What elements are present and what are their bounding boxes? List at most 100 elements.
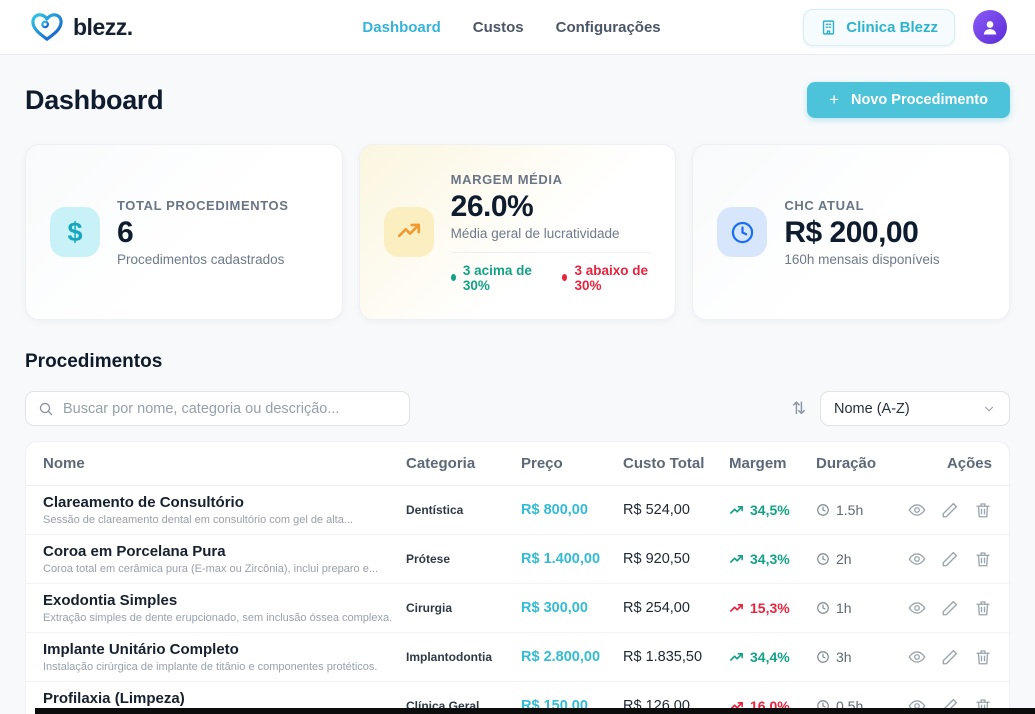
- card-chc-atual: CHC ATUAL R$ 200,00 160h mensais disponí…: [692, 144, 1011, 320]
- top-right-group: Clinica Blezz: [803, 8, 1007, 46]
- new-procedure-label: Novo Procedimento: [851, 92, 988, 108]
- procedure-price: R$ 2.800,00: [521, 649, 601, 665]
- procedure-duration: 1.5h: [816, 502, 904, 518]
- search-icon: [39, 402, 53, 415]
- user-avatar[interactable]: [973, 10, 1007, 44]
- sort-arrows-icon: ⇅: [791, 398, 806, 418]
- eye-icon: [908, 553, 926, 565]
- card-margin-value: 26.0%: [450, 189, 534, 223]
- procedure-margin: 15,3%: [729, 600, 816, 616]
- view-button[interactable]: [908, 648, 926, 666]
- blezz-heart-icon: [28, 11, 66, 43]
- delete-button[interactable]: [974, 648, 992, 666]
- trash-icon: [976, 503, 990, 518]
- trash-icon: [976, 552, 990, 567]
- search-box[interactable]: [25, 391, 410, 426]
- top-bar: blezz. Dashboard Custos Configurações Cl…: [0, 0, 1035, 55]
- view-button[interactable]: [908, 599, 926, 617]
- delete-button[interactable]: [974, 550, 992, 568]
- col-margem: Margem: [729, 455, 787, 472]
- new-procedure-button[interactable]: + Novo Procedimento: [807, 82, 1010, 118]
- search-input[interactable]: [63, 400, 397, 417]
- procedure-category: Cirurgia: [406, 601, 453, 615]
- eye-icon: [908, 504, 926, 516]
- card-margin-subtitle: Média geral de lucratividade: [450, 225, 620, 241]
- procedure-category: Implantodontia: [406, 650, 492, 664]
- edit-button[interactable]: [941, 550, 959, 568]
- procedure-margin: 34,5%: [729, 502, 816, 518]
- procedure-category: Dentística: [406, 503, 464, 517]
- person-icon: [983, 21, 997, 35]
- procedure-cost: R$ 524,00: [623, 502, 690, 518]
- edit-button[interactable]: [941, 599, 959, 617]
- brand-name: blezz.: [73, 13, 133, 40]
- clinic-button[interactable]: Clinica Blezz: [803, 8, 955, 46]
- card-total-procedimentos: $ TOTAL PROCEDIMENTOS 6 Procedimentos ca…: [25, 144, 343, 320]
- clock-icon: [717, 207, 768, 257]
- procedure-name: Clareamento de Consultório: [43, 494, 244, 512]
- main-content: Dashboard + Novo Procedimento $ TOTAL PR…: [0, 82, 1035, 714]
- nav-dashboard[interactable]: Dashboard: [362, 18, 441, 36]
- procedure-price: R$ 1.400,00: [521, 551, 601, 567]
- col-nome: Nome: [43, 455, 85, 472]
- card-margem-media: MARGEM MÉDIA 26.0% Média geral de lucrat…: [358, 144, 677, 320]
- clock-icon: [817, 504, 829, 516]
- pencil-icon: [942, 502, 958, 518]
- col-duracao: Duração: [816, 455, 877, 472]
- procedure-cost: R$ 254,00: [623, 600, 690, 616]
- page-title: Dashboard: [25, 84, 164, 115]
- trash-icon: [976, 601, 990, 616]
- eye-icon: [908, 602, 926, 614]
- main-nav: Dashboard Custos Configurações: [362, 19, 660, 36]
- dollar-icon: $: [50, 207, 100, 257]
- procedure-price: R$ 800,00: [521, 502, 588, 518]
- stat-below-threshold: 3 abaixo de 30%: [562, 263, 651, 293]
- nav-configuracoes[interactable]: Configurações: [555, 18, 661, 36]
- filter-row: ⇅ Nome (A-Z): [25, 391, 1010, 426]
- delete-button[interactable]: [974, 501, 992, 519]
- trash-icon: [976, 650, 990, 665]
- procedure-price: R$ 300,00: [521, 600, 588, 616]
- trending-up-icon: [383, 207, 434, 257]
- margin-threshold-stats: 3 acima de 30% 3 abaixo de 30%: [450, 263, 652, 293]
- brand-logo[interactable]: blezz.: [28, 11, 133, 43]
- card-total-subtitle: Procedimentos cadastrados: [117, 251, 285, 267]
- delete-button[interactable]: [974, 599, 992, 617]
- table-row: Coroa em Porcelana Pura Coroa total em c…: [26, 535, 1009, 584]
- card-chc-title: CHC ATUAL: [784, 197, 865, 213]
- col-custo-total: Custo Total: [623, 455, 705, 472]
- procedure-description: Coroa total em cerâmica pura (E-max ou Z…: [43, 562, 379, 575]
- chevron-down-icon: [984, 406, 994, 411]
- procedure-name: Coroa em Porcelana Pura: [43, 543, 226, 561]
- card-chc-subtitle: 160h mensais disponíveis: [784, 251, 940, 267]
- procedure-margin: 34,3%: [729, 551, 816, 567]
- edit-button[interactable]: [941, 648, 959, 666]
- plus-icon: +: [829, 90, 840, 109]
- divider: [450, 251, 652, 253]
- trend-up-icon: [730, 701, 743, 710]
- trend-up-icon: [730, 652, 743, 661]
- procedures-table: Nome Categoria Preço Custo Total Margem …: [25, 441, 1010, 714]
- procedure-duration: 3h: [816, 649, 904, 665]
- bottom-edge-bar: [35, 708, 1035, 714]
- nav-custos[interactable]: Custos: [472, 18, 524, 36]
- sort-select[interactable]: Nome (A-Z): [820, 391, 1010, 426]
- stat-cards: $ TOTAL PROCEDIMENTOS 6 Procedimentos ca…: [25, 144, 1011, 320]
- card-margin-title: MARGEM MÉDIA: [450, 171, 563, 187]
- clock-icon: [817, 553, 829, 565]
- page-head: Dashboard + Novo Procedimento: [25, 82, 1010, 118]
- procedure-description: Sessão de clareamento dental em consultó…: [43, 513, 354, 526]
- view-button[interactable]: [908, 550, 926, 568]
- table-row: Exodontia Simples Extração simples de de…: [26, 584, 1009, 633]
- sort-controls: ⇅ Nome (A-Z): [792, 391, 1010, 426]
- procedure-name: Implante Unitário Completo: [43, 641, 239, 659]
- table-header-row: Nome Categoria Preço Custo Total Margem …: [26, 442, 1009, 486]
- procedure-cost: R$ 1.835,50: [623, 649, 703, 665]
- trend-up-icon: [730, 554, 743, 563]
- stat-above-threshold: 3 acima de 30%: [450, 263, 537, 293]
- pencil-icon: [942, 551, 958, 567]
- edit-button[interactable]: [941, 501, 959, 519]
- procedure-name: Exodontia Simples: [43, 592, 178, 610]
- view-button[interactable]: [908, 501, 926, 519]
